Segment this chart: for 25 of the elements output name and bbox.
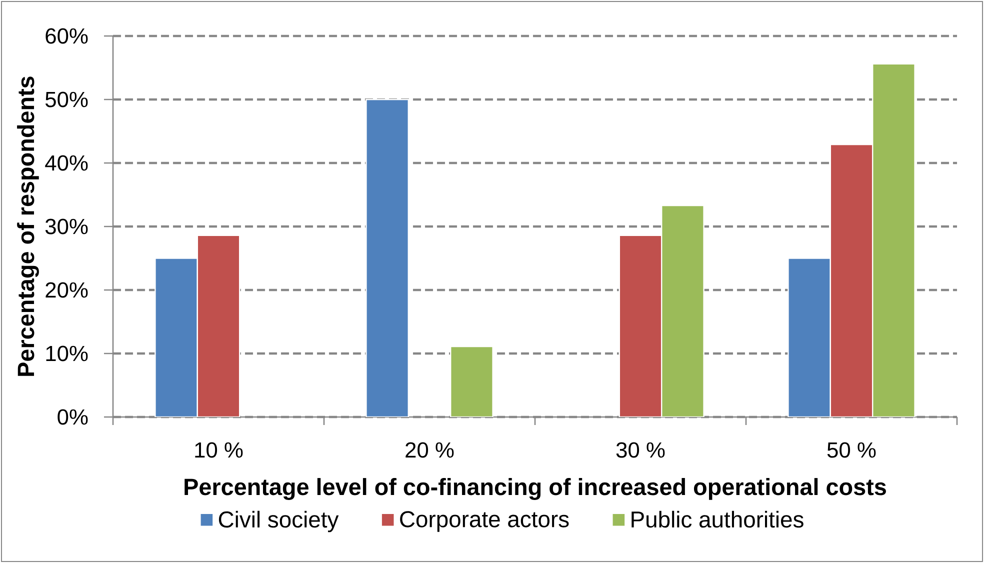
x-tick-label: 20 % (406, 442, 454, 458)
y-tick-label: 0% (58, 409, 88, 425)
bar (366, 98, 409, 417)
y-axis-title: Percentage of respondents (17, 76, 39, 376)
x-tick-label: 30 % (616, 442, 665, 458)
y-tick-label: 60% (46, 28, 88, 44)
legend-label: Civil society (218, 510, 339, 532)
bar (450, 346, 494, 417)
bar (788, 258, 832, 417)
bar (830, 144, 874, 417)
legend-label: Public authorities (632, 510, 804, 528)
y-tick-label: 10% (46, 346, 88, 362)
bar (872, 63, 916, 417)
x-tick-label: 50 % (827, 442, 876, 458)
y-tick-label: 20% (46, 282, 88, 298)
y-tick-label: 40% (45, 155, 88, 171)
x-tick-label: 10 % (195, 442, 243, 458)
y-tick-label: 30% (45, 218, 88, 234)
legend-label: Corporate actors (400, 511, 569, 532)
bar (618, 234, 662, 417)
bar (196, 234, 240, 417)
bar (661, 204, 704, 417)
x-axis-title: Percentage level of co-financing of increased operational costs (184, 478, 886, 500)
y-tick-label: 50% (45, 92, 88, 108)
bar (154, 258, 198, 417)
